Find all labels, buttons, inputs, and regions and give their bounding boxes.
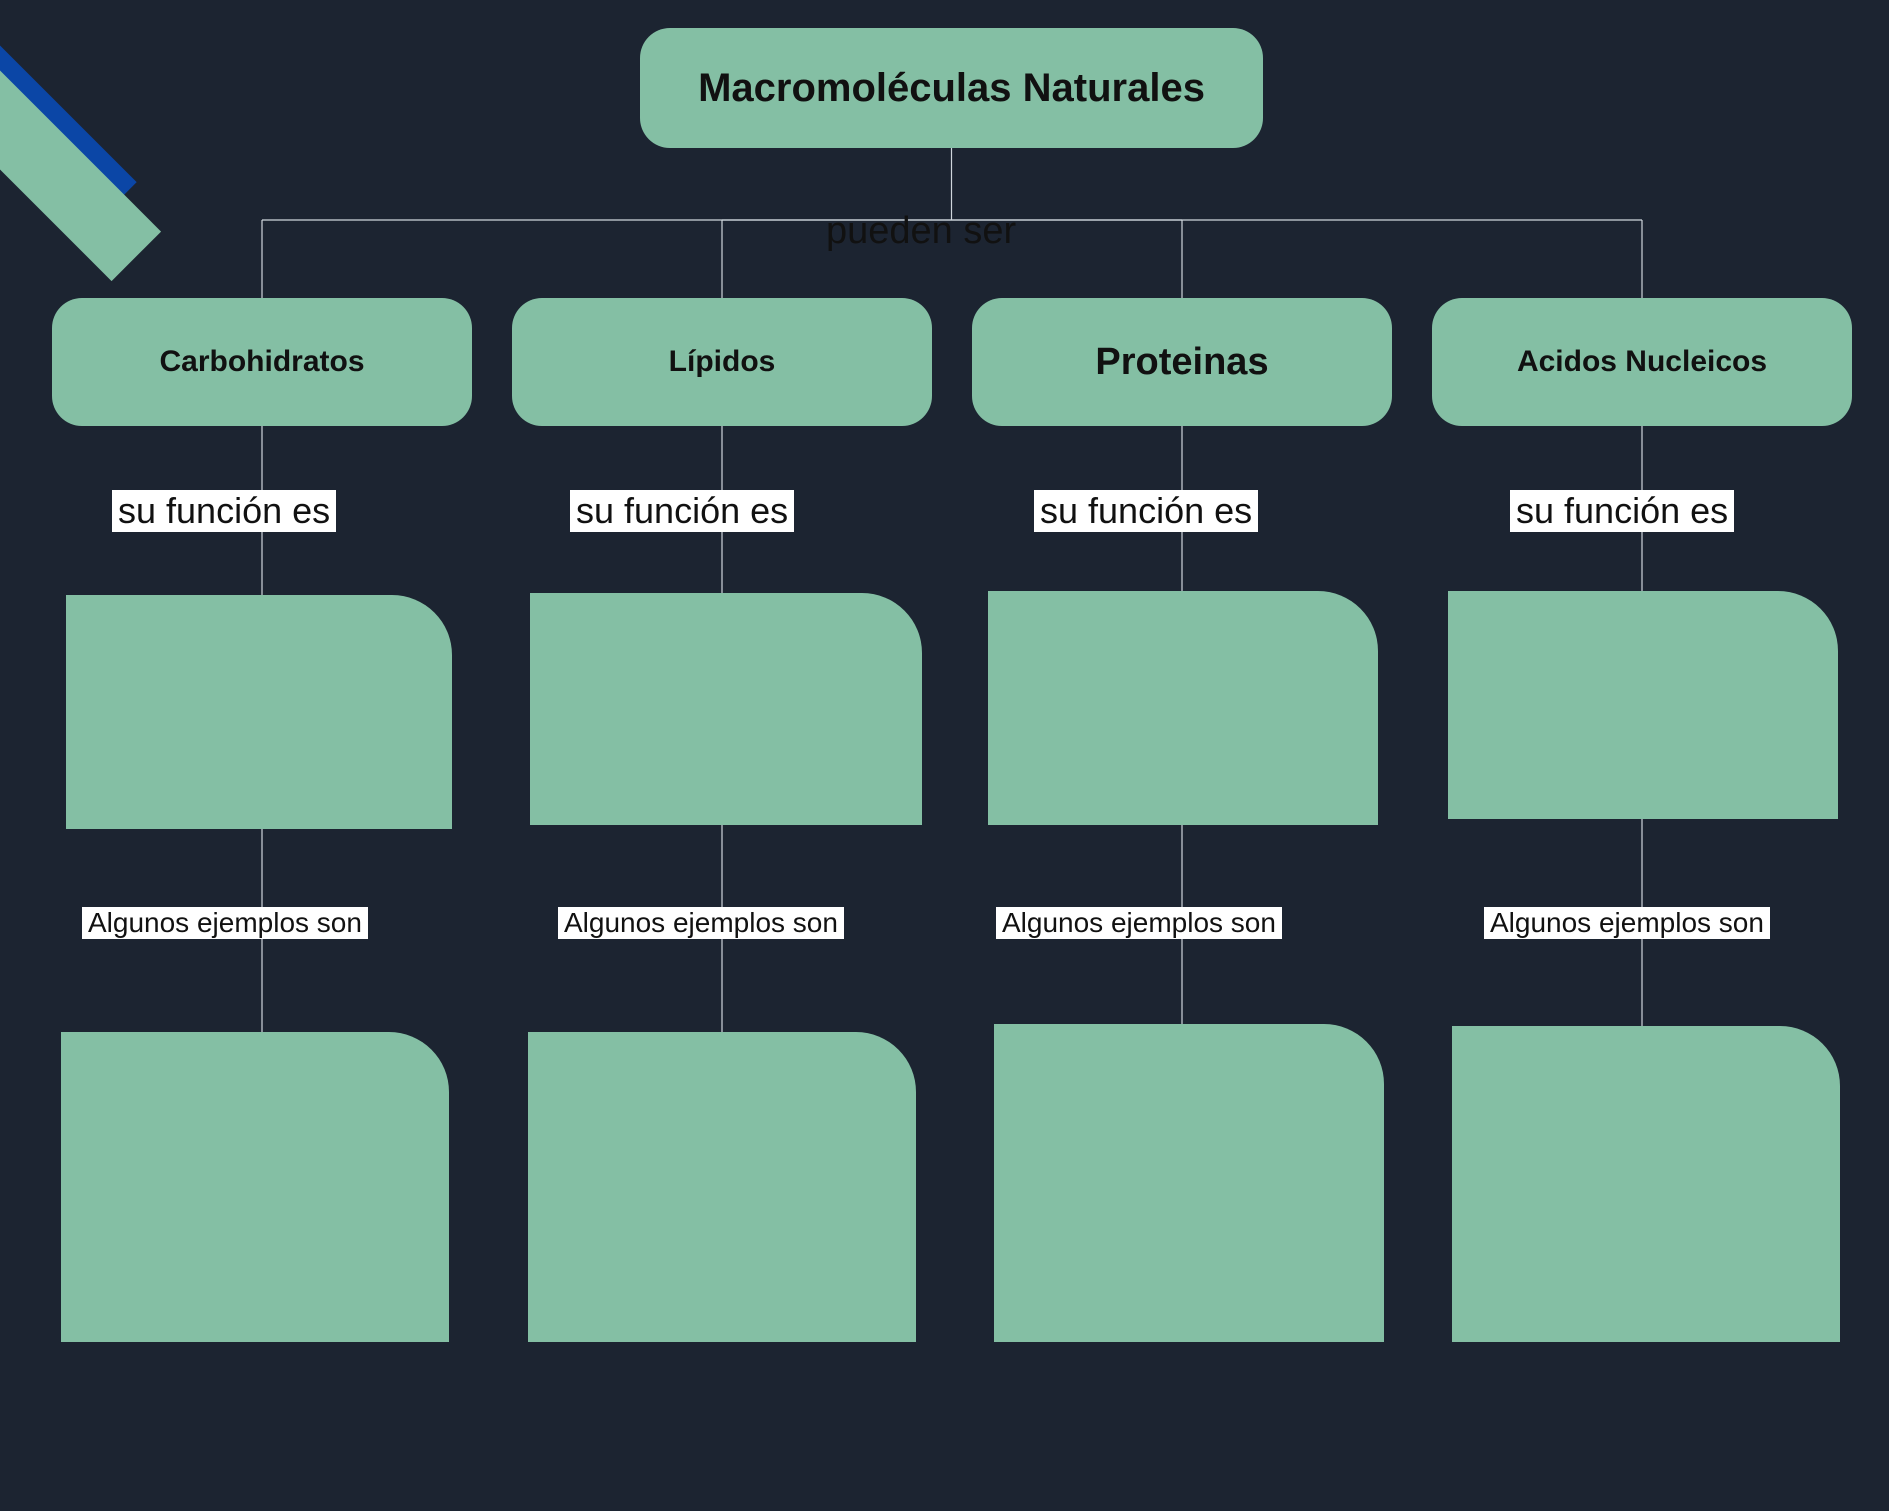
category-label: Acidos Nucleicos (1517, 345, 1767, 379)
function-label: su función es (112, 490, 336, 532)
root-connector-label: pueden ser (820, 210, 1022, 253)
examples-box-lipidos (528, 1032, 916, 1342)
examples-box-proteinas (994, 1024, 1384, 1342)
examples-label: Algunos ejemplos son (82, 907, 368, 939)
category-node-acidos: Acidos Nucleicos (1432, 298, 1852, 426)
diagram-stage: Macromoléculas Naturales pueden ser Carb… (0, 0, 1889, 1511)
category-label: Carbohidratos (159, 345, 364, 379)
category-node-carbohidratos: Carbohidratos (52, 298, 472, 426)
examples-box-carbohidratos (61, 1032, 449, 1342)
function-label: su función es (1034, 490, 1258, 532)
category-node-proteinas: Proteinas (972, 298, 1392, 426)
category-label: Lípidos (669, 345, 776, 379)
examples-box-acidos (1452, 1026, 1840, 1342)
root-node: Macromoléculas Naturales (640, 28, 1263, 148)
function-label: su función es (570, 490, 794, 532)
function-box-carbohidratos (66, 595, 452, 829)
corner-decoration (0, 69, 161, 281)
root-label: Macromoléculas Naturales (698, 66, 1205, 111)
examples-label: Algunos ejemplos son (558, 907, 844, 939)
category-node-lipidos: Lípidos (512, 298, 932, 426)
function-box-acidos (1448, 591, 1838, 819)
category-label: Proteinas (1095, 341, 1268, 384)
function-label: su función es (1510, 490, 1734, 532)
function-box-proteinas (988, 591, 1378, 825)
examples-label: Algunos ejemplos son (1484, 907, 1770, 939)
examples-label: Algunos ejemplos son (996, 907, 1282, 939)
function-box-lipidos (530, 593, 922, 825)
